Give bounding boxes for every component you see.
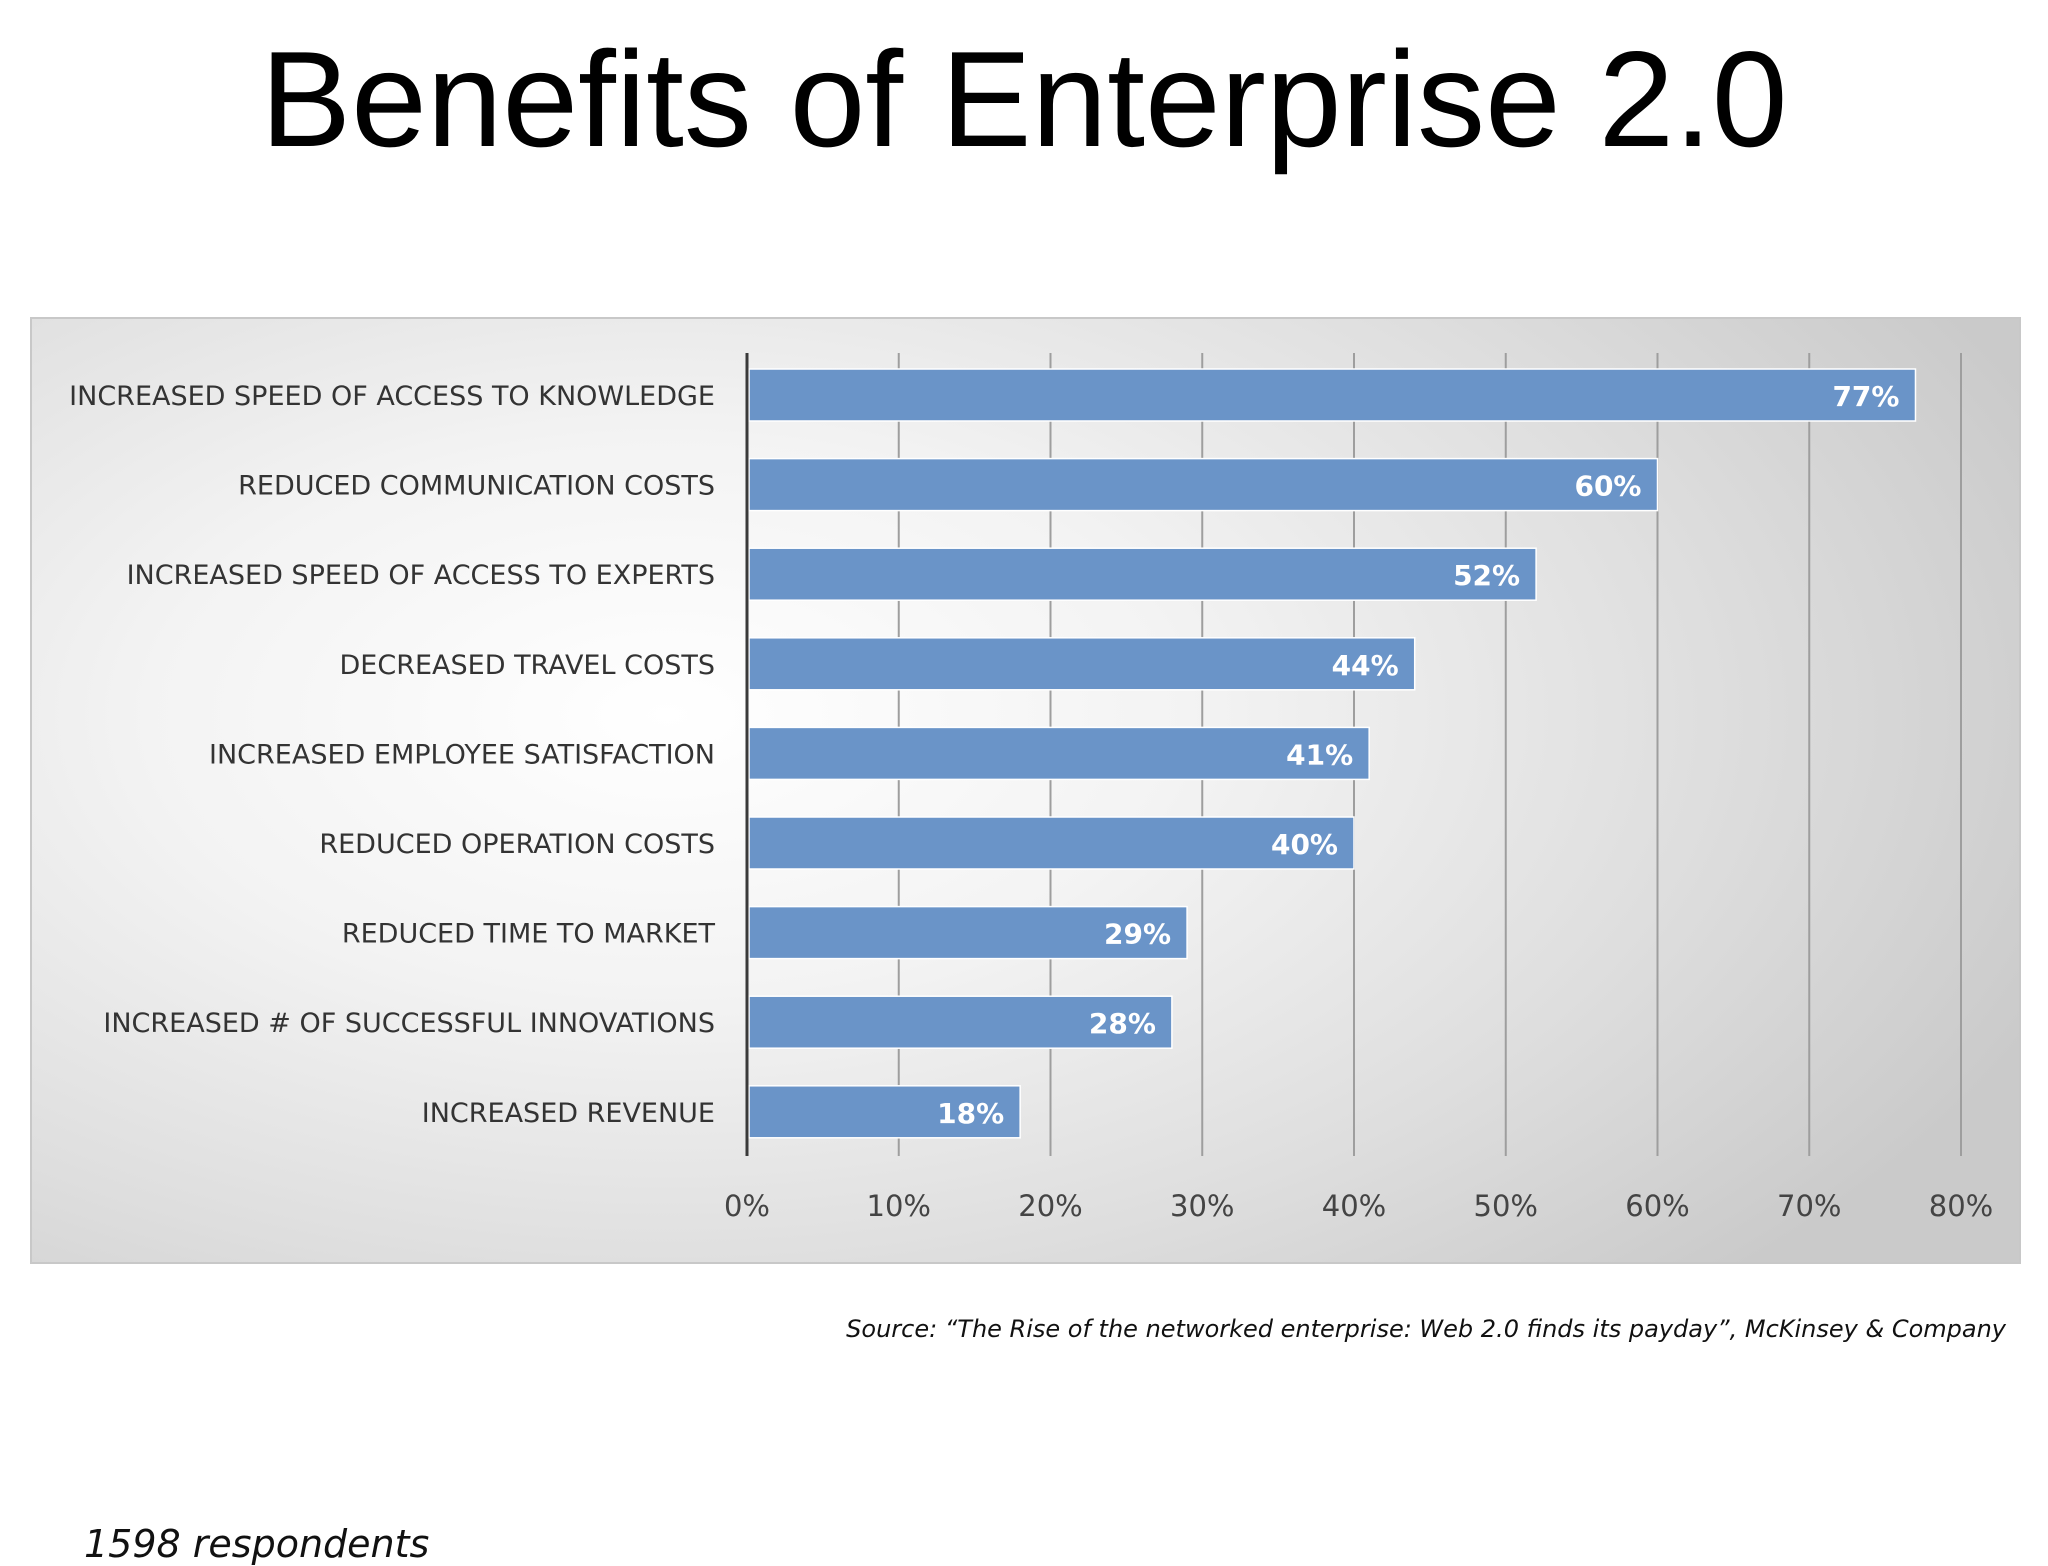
bar: [748, 995, 1173, 1049]
slide-title: Benefits of Enterprise 2.0: [260, 23, 1788, 175]
source-citation: Source: “The Rise of the networked enter…: [846, 1315, 2006, 1343]
bar: [748, 457, 1659, 512]
data-labels: 77% 60% 52% 44% 41% 40% 29% 28% 18%: [937, 380, 1899, 1130]
category-label: REDUCED OPERATION COSTS: [319, 829, 715, 860]
category-labels: INCREASED SPEED OF ACCESS TO KNOWLEDGE RE…: [69, 381, 715, 1129]
x-tick-label: 20%: [1018, 1189, 1082, 1223]
data-label: 52%: [1453, 559, 1520, 592]
x-tick-label: 60%: [1625, 1189, 1689, 1223]
bar: [748, 368, 1917, 422]
bar-chart: INCREASED SPEED OF ACCESS TO KNOWLEDGE RE…: [69, 353, 1993, 1223]
x-tick-label: 10%: [867, 1189, 931, 1223]
respondents-note: 1598 respondents: [84, 1522, 430, 1566]
x-tick-label: 80%: [1929, 1189, 1993, 1223]
category-label: REDUCED TIME TO MARKET: [342, 919, 716, 950]
x-tick-label: 40%: [1322, 1189, 1386, 1223]
category-label: INCREASED SPEED OF ACCESS TO EXPERTS: [127, 560, 715, 591]
x-tick-label: 50%: [1474, 1189, 1538, 1223]
data-label: 18%: [937, 1097, 1004, 1130]
x-tick-label: 70%: [1777, 1189, 1841, 1223]
data-label: 28%: [1089, 1007, 1156, 1040]
data-label: 44%: [1332, 649, 1399, 682]
data-label: 77%: [1832, 380, 1899, 413]
data-label: 41%: [1286, 738, 1353, 771]
category-label: REDUCED COMMUNICATION COSTS: [238, 471, 715, 502]
category-label: INCREASED EMPLOYEE SATISFACTION: [209, 739, 715, 770]
category-label: INCREASED REVENUE: [422, 1098, 715, 1129]
bar: [748, 1085, 1021, 1139]
bar: [748, 726, 1370, 781]
tick-labels: 0% 10% 20% 30% 40% 50% 60% 70% 80%: [724, 1189, 1993, 1223]
bar: [748, 637, 1416, 691]
category-label: INCREASED SPEED OF ACCESS TO KNOWLEDGE: [69, 381, 715, 412]
bar: [748, 547, 1537, 601]
category-label: DECREASED TRAVEL COSTS: [340, 650, 716, 681]
bar: [748, 905, 1188, 960]
data-label: 29%: [1104, 918, 1171, 951]
x-tick-label: 30%: [1170, 1189, 1234, 1223]
category-label: INCREASED # OF SUCCESSFUL INNOVATIONS: [103, 1008, 715, 1039]
chart-panel: INCREASED SPEED OF ACCESS TO KNOWLEDGE RE…: [30, 317, 2021, 1566]
data-label: 60%: [1574, 470, 1641, 503]
x-tick-label: 0%: [724, 1189, 770, 1223]
bar: [748, 816, 1355, 870]
data-label: 40%: [1271, 828, 1338, 861]
bars: [748, 368, 1917, 1139]
